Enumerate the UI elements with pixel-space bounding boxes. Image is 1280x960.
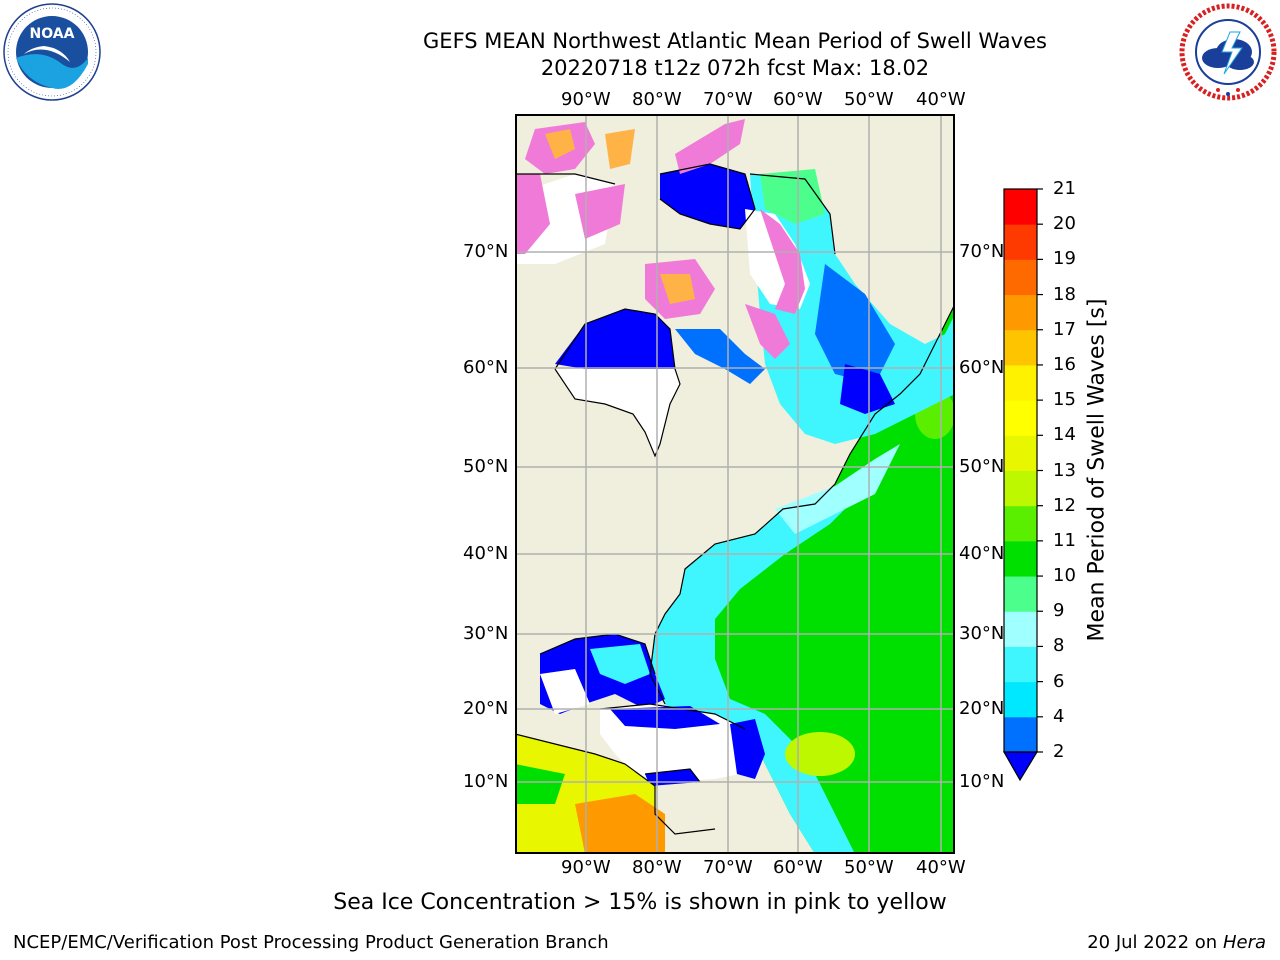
- lat-label-right-60n: 60°N: [959, 357, 1005, 378]
- colorbar-tick-label: 12: [1053, 494, 1076, 516]
- lat-label-right-10n: 10°N: [959, 771, 1005, 792]
- colorbar-label: Mean Period of Swell Waves [s]: [1084, 298, 1110, 642]
- footer-date: 20 Jul 2022 on Hera: [1087, 932, 1266, 953]
- lon-label-bottom-80w: 80°W: [632, 857, 682, 878]
- colorbar-segment: [1004, 716, 1037, 753]
- labrador-deep-blue: [840, 364, 895, 414]
- colorbar-segment: [1004, 224, 1037, 260]
- colorbar-tick-label: 10: [1053, 565, 1076, 587]
- colorbar-tick-label: 8: [1053, 635, 1065, 657]
- colorbar-tick-label: 17: [1053, 318, 1076, 340]
- lat-label-left-50n: 50°N: [463, 456, 509, 477]
- yellow-green-patch: [785, 732, 855, 776]
- lon-label-bottom-70w: 70°W: [703, 857, 753, 878]
- colorbar-ticks: [1037, 188, 1043, 753]
- colorbar-tick-label: 16: [1053, 353, 1076, 375]
- lat-label-right-20n: 20°N: [959, 698, 1005, 719]
- footer-producer: NCEP/EMC/Verification Post Processing Pr…: [13, 932, 609, 953]
- davis-green-patch: [760, 169, 825, 224]
- lat-label-left-10n: 10°N: [463, 771, 509, 792]
- lon-label-bottom-40w: 40°W: [916, 857, 966, 878]
- colorbar: [1002, 188, 1043, 782]
- colorbar-segment: [1004, 435, 1037, 471]
- lon-label-top-70w: 70°W: [703, 89, 753, 110]
- lon-label-bottom-90w: 90°W: [561, 857, 611, 878]
- lat-label-left-30n: 30°N: [463, 623, 509, 644]
- title-line-2: 20220718 t12z 072h fcst Max: 18.02: [540, 56, 930, 80]
- antilles-blue: [730, 719, 765, 779]
- colorbar-segment: [1004, 329, 1037, 366]
- labrador-blue-patch: [815, 264, 895, 384]
- colorbar-segments: [1004, 189, 1037, 753]
- noaa-logo-icon: NOAA: [3, 3, 101, 101]
- colorbar-tick-label: 6: [1053, 670, 1065, 692]
- lat-label-left-40n: 40°N: [463, 543, 509, 564]
- colorbar-tick-label: 18: [1053, 283, 1076, 305]
- colorbar-segment: [1004, 294, 1037, 331]
- colorbar-tick-label: 11: [1053, 529, 1076, 551]
- lon-label-top-60w: 60°W: [773, 89, 823, 110]
- map-frame: [515, 114, 955, 854]
- lat-label-right-40n: 40°N: [959, 543, 1005, 564]
- colorbar-segment: [1004, 364, 1037, 401]
- colorbar-tick-label: 19: [1053, 248, 1076, 270]
- lat-label-left-20n: 20°N: [463, 698, 509, 719]
- colorbar-tick-label: 14: [1053, 424, 1076, 446]
- lon-label-bottom-60w: 60°W: [773, 857, 823, 878]
- lon-label-top-80w: 80°W: [632, 89, 682, 110]
- colorbar-segment: [1004, 540, 1037, 577]
- pacific-green-patch: [515, 764, 565, 804]
- lon-label-bottom-50w: 50°W: [844, 857, 894, 878]
- graticule: [515, 114, 955, 854]
- colorbar-segment: [1004, 470, 1037, 507]
- colorbar-segment: [1004, 259, 1037, 296]
- colorbar-tick-label: 20: [1053, 213, 1076, 235]
- lon-label-top-50w: 50°W: [844, 89, 894, 110]
- nws-logo-icon: [1179, 3, 1277, 101]
- lat-label-left-60n: 60°N: [463, 357, 509, 378]
- caribbean-blue-band: [610, 706, 720, 729]
- colorbar-segment: [1004, 611, 1037, 647]
- colorbar-tick-label: 21: [1053, 178, 1076, 199]
- colorbar-tick-label: 4: [1053, 705, 1065, 727]
- lat-label-left-70n: 70°N: [463, 241, 509, 262]
- lon-label-top-40w: 40°W: [916, 89, 966, 110]
- gulf-white-patch: [540, 669, 590, 714]
- lat-label-right-70n: 70°N: [959, 241, 1005, 262]
- lat-label-right-50n: 50°N: [959, 456, 1005, 477]
- colorbar-tick-label: 9: [1053, 600, 1065, 622]
- colorbar-segment: [1004, 681, 1037, 718]
- colorbar-segment: [1004, 646, 1037, 683]
- colorbar-segment: [1004, 189, 1037, 225]
- swell-period-map: [515, 114, 955, 854]
- colorbar-tick-label: 13: [1053, 459, 1076, 481]
- colorbar-tick-label: 15: [1053, 389, 1076, 411]
- title-line-1: GEFS MEAN Northwest Atlantic Mean Period…: [423, 29, 1047, 53]
- lon-label-top-90w: 90°W: [561, 89, 611, 110]
- hudson-strait: [675, 329, 765, 384]
- baffin-bay: [660, 164, 755, 229]
- colorbar-segment: [1004, 400, 1037, 436]
- colorbar-tick-label: 2: [1053, 741, 1065, 762]
- colorbar-segment: [1004, 576, 1037, 612]
- noaa-logo-text: NOAA: [30, 26, 75, 42]
- gulf-cyan-patch: [590, 644, 650, 684]
- colorbar-segment: [1004, 505, 1037, 542]
- pacific-orange-patch: [575, 794, 665, 854]
- footer-machine: Hera: [1222, 932, 1266, 953]
- lat-label-right-30n: 30°N: [959, 623, 1005, 644]
- footer-date-text: 20 Jul 2022 on: [1087, 932, 1218, 953]
- colorbar-under-triangle: [1002, 751, 1039, 782]
- sea-ice-note: Sea Ice Concentration > 15% is shown in …: [333, 890, 947, 915]
- sea-ice-overlay: [515, 119, 805, 359]
